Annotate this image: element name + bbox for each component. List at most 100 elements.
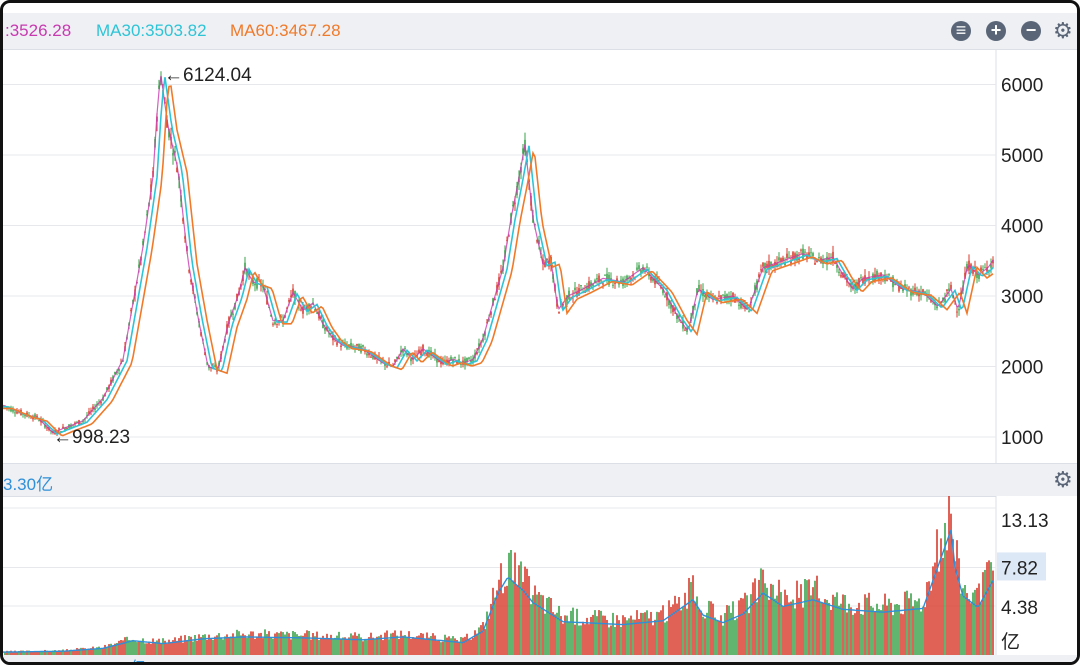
candle-body bbox=[394, 359, 396, 362]
volume-bar bbox=[60, 650, 62, 655]
candle-body bbox=[984, 267, 986, 269]
volume-bar bbox=[606, 619, 608, 655]
volume-bar bbox=[204, 634, 206, 655]
volume-bar bbox=[360, 637, 362, 655]
volume-bar bbox=[978, 583, 980, 655]
volume-bar bbox=[624, 617, 626, 655]
volume-bar bbox=[86, 649, 88, 655]
price-tick-label: 6000 bbox=[1001, 76, 1043, 97]
volume-gear-icon[interactable]: ⚙ bbox=[1053, 467, 1073, 492]
volume-bar bbox=[66, 649, 68, 655]
candle-body bbox=[300, 309, 302, 311]
volume-bar bbox=[226, 634, 228, 655]
candle-body bbox=[982, 268, 984, 270]
volume-bar bbox=[468, 639, 470, 655]
candle-body bbox=[860, 277, 862, 279]
candle-body bbox=[372, 354, 374, 359]
candle-body bbox=[922, 289, 924, 294]
ma30-label: MA30:3503.82 bbox=[96, 21, 207, 40]
volume-bar bbox=[160, 643, 162, 655]
volume-bar bbox=[122, 640, 124, 655]
volume-bar bbox=[486, 611, 488, 655]
candle-body bbox=[684, 329, 686, 331]
candle-body bbox=[46, 427, 48, 429]
candle-body bbox=[630, 277, 632, 281]
volume-bar bbox=[394, 630, 396, 655]
volume-bar bbox=[172, 640, 174, 655]
zoom-in-icon[interactable]: + bbox=[986, 21, 1006, 41]
volume-bar bbox=[372, 637, 374, 655]
volume-bar bbox=[632, 619, 634, 655]
candle-body bbox=[760, 269, 762, 271]
volume-bar bbox=[856, 607, 858, 655]
volume-bar bbox=[564, 615, 566, 655]
volume-bar bbox=[952, 539, 954, 655]
gear-icon[interactable]: ⚙ bbox=[1053, 18, 1073, 43]
volume-bar bbox=[460, 637, 462, 655]
candle-body bbox=[612, 284, 614, 286]
volume-bar bbox=[938, 571, 940, 655]
volume-bar bbox=[424, 639, 426, 655]
candle-body bbox=[500, 271, 502, 273]
volume-bar bbox=[320, 638, 322, 655]
candle-body bbox=[88, 411, 90, 415]
volume-bar bbox=[366, 640, 368, 655]
volume-bar bbox=[608, 627, 610, 655]
volume-bar bbox=[296, 634, 298, 655]
candle-body bbox=[862, 278, 864, 284]
zoom-out-icon[interactable]: − bbox=[1021, 21, 1041, 41]
candle-body bbox=[886, 280, 888, 282]
low-annotation: ←998.23 bbox=[53, 427, 130, 448]
candle-body bbox=[814, 262, 816, 265]
volume-bar bbox=[382, 640, 384, 655]
volume-bar bbox=[178, 638, 180, 655]
candle-body bbox=[594, 280, 596, 284]
candle-body bbox=[274, 322, 276, 325]
volume-bar bbox=[596, 616, 598, 655]
volume-bar bbox=[932, 566, 934, 655]
volume-bar bbox=[134, 641, 136, 655]
candle-body bbox=[790, 260, 792, 264]
high-annotation: ←6124.04 bbox=[164, 65, 252, 86]
candle-body bbox=[536, 240, 538, 242]
volume-bar bbox=[922, 606, 924, 655]
volume-bar bbox=[154, 641, 156, 655]
candle-body bbox=[986, 267, 988, 272]
candle-body bbox=[718, 295, 720, 297]
volume-bar bbox=[8, 651, 10, 655]
volume-bar bbox=[350, 633, 352, 655]
volume-bar bbox=[818, 598, 820, 655]
candle-body bbox=[288, 300, 290, 302]
volume-bar bbox=[832, 594, 834, 655]
zoom-reset-icon[interactable]: ≡ bbox=[951, 21, 971, 41]
volume-bar bbox=[590, 616, 592, 655]
volume-bar bbox=[166, 643, 168, 655]
volume-tick-label: 4.38 bbox=[1001, 598, 1038, 619]
volume-bar bbox=[214, 636, 216, 655]
volume-bar bbox=[784, 589, 786, 655]
volume-bar bbox=[62, 649, 64, 655]
volume-bar bbox=[498, 579, 500, 655]
volume-bars bbox=[4, 496, 994, 655]
candle-body bbox=[834, 262, 836, 264]
volume-bar bbox=[850, 607, 852, 655]
volume-bar bbox=[480, 625, 482, 655]
volume-bar bbox=[890, 602, 892, 655]
volume-bar bbox=[368, 637, 370, 655]
candle-body bbox=[276, 323, 278, 325]
volume-bar bbox=[220, 637, 222, 655]
candle-body bbox=[418, 349, 420, 354]
volume-bar bbox=[14, 650, 16, 655]
volume-bar bbox=[966, 593, 968, 655]
volume-bar bbox=[436, 640, 438, 655]
volume-bar bbox=[314, 636, 316, 655]
volume-bar bbox=[806, 580, 808, 655]
volume-bar bbox=[754, 578, 756, 655]
candle-body bbox=[404, 347, 406, 349]
volume-bar bbox=[262, 638, 264, 655]
volume-bar bbox=[398, 638, 400, 655]
volume-bar bbox=[626, 620, 628, 655]
volume-bar bbox=[330, 634, 332, 655]
candle-body bbox=[780, 258, 782, 262]
candle-body bbox=[980, 267, 982, 272]
